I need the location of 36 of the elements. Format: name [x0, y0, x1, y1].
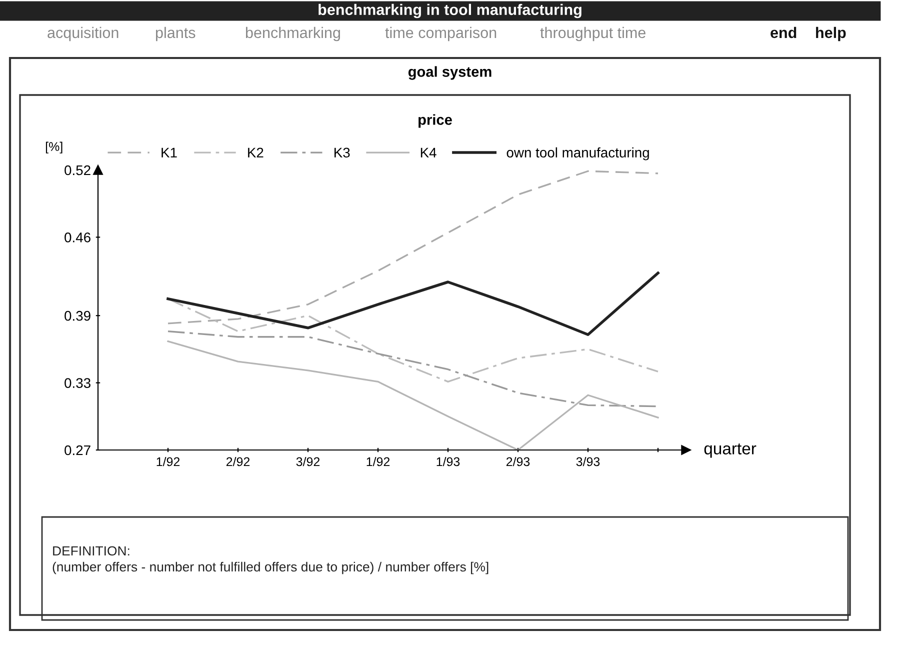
- text: help: [816, 26, 846, 42]
- text: benchmarking in tool manufacturing: [318, 4, 582, 18]
- legend-label: K2: [248, 148, 264, 158]
- legend-label: K1: [162, 148, 177, 158]
- text: (number offers - number not fulfilled offers due to price) / number offers [%]: [52, 562, 488, 574]
- text: acquisition: [48, 26, 118, 42]
- chart-title: price: [418, 114, 452, 128]
- legend-label: K3: [334, 148, 350, 158]
- x-tick-label: 3/92: [296, 456, 320, 466]
- x-tick-label: 1/93: [436, 456, 460, 466]
- x-axis-title: quarter: [704, 444, 756, 458]
- text: DEFINITION:: [53, 546, 130, 556]
- x-tick-label: 3/93: [576, 456, 600, 466]
- y-tick-label: 0.52: [64, 165, 90, 176]
- x-tick-label: 2/92: [226, 456, 250, 466]
- x-tick-label: 2/93: [506, 456, 530, 466]
- x-tick-label: 1/92: [156, 456, 180, 466]
- line-series: [167, 340, 659, 450]
- x-tick-label: 1/92: [366, 456, 390, 466]
- text: benchmarking: [246, 26, 340, 42]
- text: plants: [156, 26, 196, 42]
- y-tick-label: 0.33: [64, 378, 90, 388]
- line-series: [167, 298, 659, 383]
- y-tick-label: 0.27: [64, 445, 90, 456]
- legend-label: K4: [420, 148, 436, 158]
- text: throughput time: [540, 26, 646, 42]
- y-tick-label: 0.39: [64, 310, 90, 321]
- line-series: [167, 170, 659, 324]
- line-series: [167, 330, 659, 408]
- legend-label: own tool manufacturing: [506, 147, 649, 160]
- text: end: [770, 26, 796, 38]
- y-axis-title: [%]: [46, 142, 62, 154]
- chart-subtitle: goal system: [408, 66, 492, 80]
- y-tick-label: 0.46: [64, 232, 90, 242]
- text: time comparison: [385, 26, 496, 42]
- line-series: [166, 272, 660, 336]
